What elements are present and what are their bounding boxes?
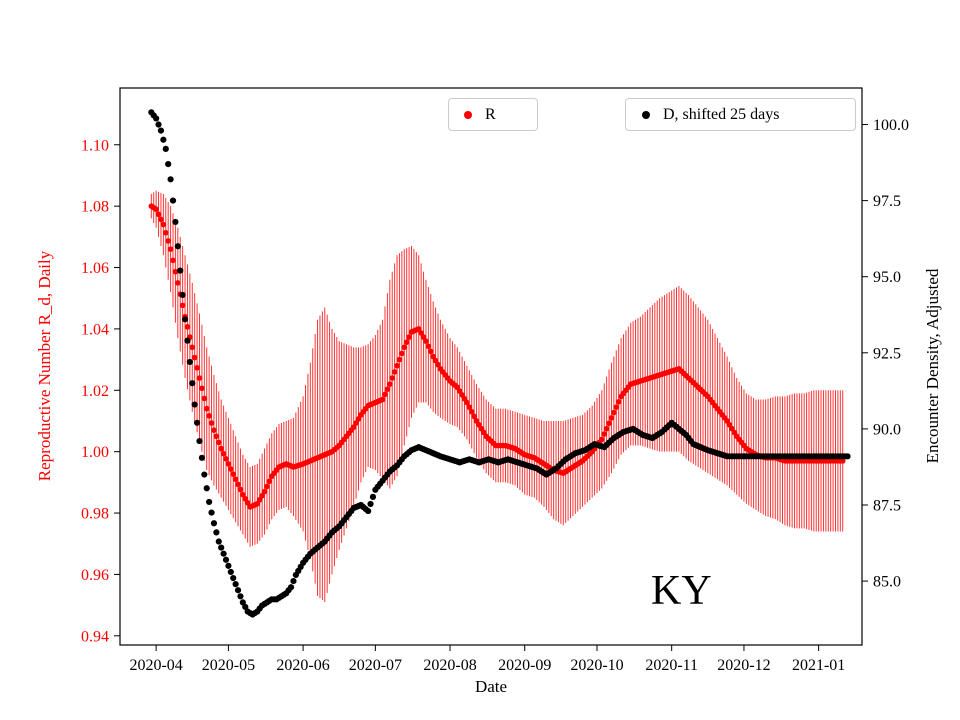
svg-text:1.06: 1.06 <box>81 260 109 277</box>
svg-text:2020-12: 2020-12 <box>717 657 770 674</box>
svg-text:92.5: 92.5 <box>873 345 901 362</box>
r-series-marker-icon <box>464 110 472 119</box>
svg-text:87.5: 87.5 <box>873 497 901 514</box>
legend-d: D, shifted 25 days <box>625 98 856 131</box>
x-axis-ticks: 2020-04 2020-05 2020-06 2020-07 2020-08 2020-… <box>129 645 845 674</box>
plot-frame <box>119 87 863 646</box>
svg-text:1.10: 1.10 <box>81 137 109 154</box>
y-axis-left-ticks: 0.94 0.96 0.98 1.00 1.02 1.04 1.06 1.08 1.10 <box>81 137 120 645</box>
legend-r-label: R <box>485 105 496 123</box>
svg-text:95.0: 95.0 <box>873 269 901 286</box>
x-axis-label: Date <box>474 677 508 696</box>
svg-text:100.0: 100.0 <box>873 117 909 134</box>
svg-text:85.0: 85.0 <box>873 574 901 591</box>
svg-text:2020-09: 2020-09 <box>498 657 551 674</box>
legend-d-label: D, shifted 25 days <box>663 105 780 123</box>
svg-text:1.02: 1.02 <box>81 383 109 400</box>
svg-text:2020-05: 2020-05 <box>202 657 255 674</box>
legend-r: R <box>448 98 538 131</box>
svg-text:97.5: 97.5 <box>873 193 901 210</box>
d-series-marker-icon <box>642 110 650 119</box>
y-axis-label-left: Reproductive Number R_d, Daily <box>35 250 54 482</box>
d-series-points <box>148 109 851 618</box>
y-axis-label-right: Encounter Density, Adjusted <box>923 268 942 464</box>
y-axis-right-ticks: 85.0 87.5 90.0 92.5 95.0 97.5 100.0 <box>862 117 909 591</box>
svg-text:1.04: 1.04 <box>81 321 109 338</box>
svg-text:2021-01: 2021-01 <box>792 657 845 674</box>
svg-text:2020-04: 2020-04 <box>129 657 182 674</box>
svg-text:1.08: 1.08 <box>81 199 109 216</box>
r-series-error-bars <box>150 190 844 603</box>
svg-text:0.96: 0.96 <box>81 567 109 584</box>
svg-text:2020-08: 2020-08 <box>423 657 476 674</box>
svg-text:90.0: 90.0 <box>873 421 901 438</box>
svg-text:2020-10: 2020-10 <box>570 657 623 674</box>
svg-text:2020-11: 2020-11 <box>645 657 698 674</box>
svg-text:1.00: 1.00 <box>81 444 109 461</box>
svg-text:2020-07: 2020-07 <box>349 657 402 674</box>
state-annotation: KY <box>651 568 712 614</box>
svg-text:0.98: 0.98 <box>81 506 109 523</box>
r-series-points <box>148 203 846 510</box>
svg-text:0.94: 0.94 <box>81 628 109 645</box>
svg-text:2020-06: 2020-06 <box>276 657 329 674</box>
